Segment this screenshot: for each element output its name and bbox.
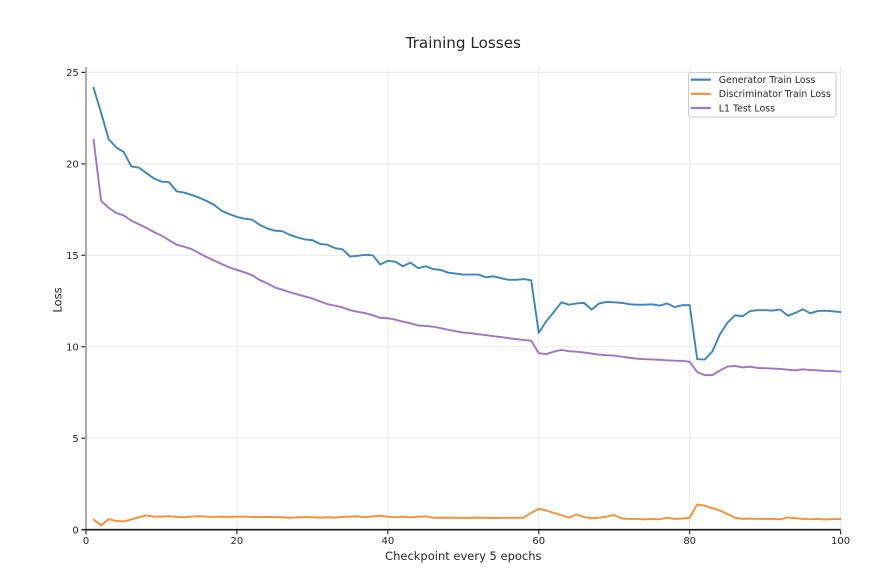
legend-label-0: Generator Train Loss <box>719 75 816 86</box>
y-tick-label-5: 5 <box>72 434 78 445</box>
x-tick-label-60: 60 <box>532 536 545 547</box>
series-lines <box>92 86 842 527</box>
series-line-0 <box>92 86 842 361</box>
y-tick-label-15: 15 <box>66 251 79 262</box>
x-tick-label-0: 0 <box>83 536 89 547</box>
x-tick-label-80: 80 <box>683 536 696 547</box>
y-tick-label-10: 10 <box>66 342 79 353</box>
legend-item-0: Generator Train Loss <box>690 75 816 86</box>
x-tick-label-20: 20 <box>231 536 244 547</box>
gridlines <box>86 66 842 530</box>
tick-marks <box>81 71 842 535</box>
chart-title: Training Losses <box>405 34 521 52</box>
axes-spines <box>82 66 841 531</box>
legend-item-1: Discriminator Train Loss <box>690 89 831 100</box>
legend-label-2: L1 Test Loss <box>719 103 775 114</box>
x-axis-label: Checkpoint every 5 epochs <box>385 549 542 563</box>
series-line-1 <box>92 503 842 527</box>
legend-box <box>688 72 837 118</box>
legend: Generator Train Loss Discriminator Train … <box>688 72 837 118</box>
y-axis-label: Loss <box>51 287 65 312</box>
legend-label-1: Discriminator Train Loss <box>719 89 831 100</box>
tick-labels: 0 20 40 60 80 100 0 5 10 15 20 25 <box>66 68 850 547</box>
legend-item-2: L1 Test Loss <box>690 103 775 114</box>
y-tick-label-25: 25 <box>66 68 79 79</box>
y-tick-label-0: 0 <box>72 525 78 536</box>
x-tick-label-100: 100 <box>831 536 850 547</box>
x-tick-label-40: 40 <box>381 536 394 547</box>
series-line-2 <box>92 138 842 377</box>
y-tick-label-20: 20 <box>66 159 79 170</box>
